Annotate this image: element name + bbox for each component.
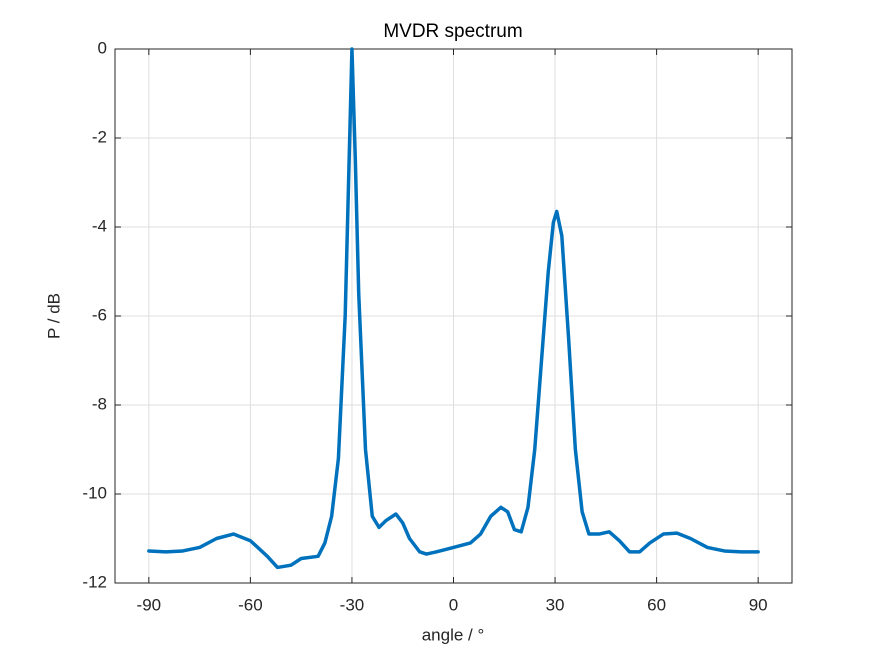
x-tick-label: -30 <box>340 595 365 614</box>
axes-box <box>114 48 793 584</box>
y-tick-label: -10 <box>82 483 107 502</box>
y-tick-label: -8 <box>92 394 107 413</box>
x-tick-label: 60 <box>647 595 666 614</box>
y-tick-label: -2 <box>92 127 107 146</box>
x-tick-label: -60 <box>238 595 263 614</box>
y-tick-label: -4 <box>92 216 107 235</box>
y-axis-label: P / dB <box>44 293 63 339</box>
chart-title: MVDR spectrum <box>383 21 522 42</box>
x-tick-label: 0 <box>449 595 458 614</box>
y-tick-label: -12 <box>82 572 107 591</box>
x-tick-label: -90 <box>137 595 162 614</box>
y-tick-label: -6 <box>92 305 107 324</box>
data-line <box>147 47 760 570</box>
x-tick-label: 30 <box>546 595 565 614</box>
x-tick-label: 90 <box>749 595 768 614</box>
y-tick-label: 0 <box>98 38 107 57</box>
x-axis-label: angle / ° <box>422 625 485 644</box>
